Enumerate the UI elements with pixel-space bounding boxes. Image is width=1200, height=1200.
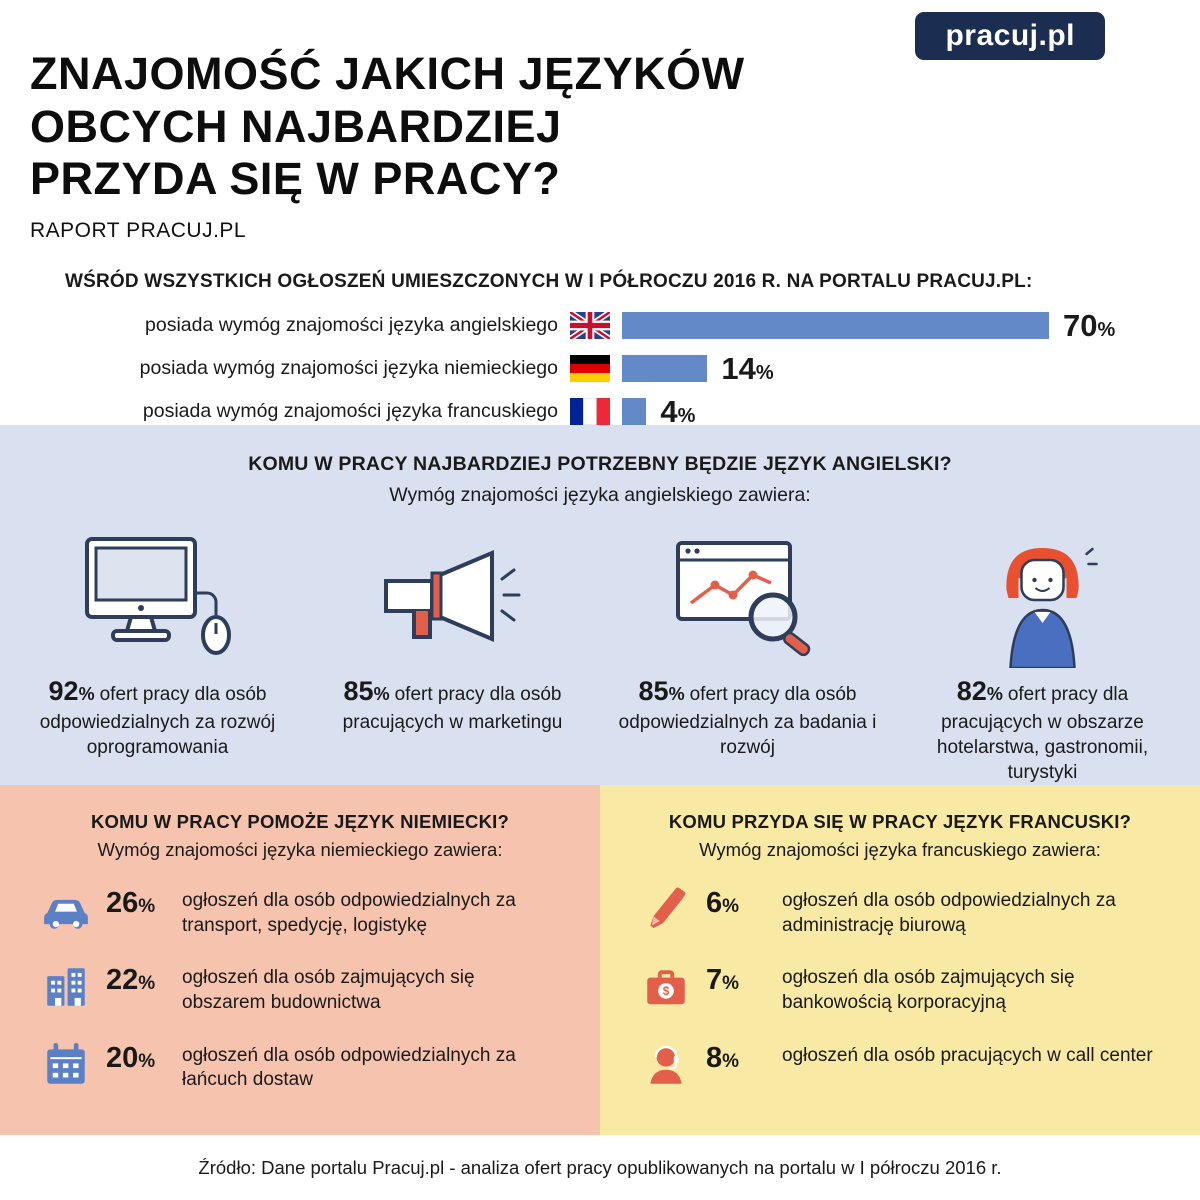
bar-value-english: 70% [1063,307,1116,343]
english-items-grid: 92% ofert pracy dla osób odpowiedzialnych… [10,525,1190,785]
french-item-text: ogłoszeń dla osób zajmujących się bankow… [782,967,1075,1014]
german-item-construction: 22% ogłoszeń dla osób zajmujących się ob… [38,962,562,1015]
pracuj-logo: pracuj.pl [915,12,1105,60]
france-flag-icon [570,398,610,426]
french-item-text: ogłoszeń dla osób pracujących w call cen… [782,1044,1153,1066]
bar-label-french: posiada wymóg znajomości języka francusk… [142,400,558,423]
computer-icon [83,525,233,670]
german-item-transport: 26% ogłoszeń dla osób odpowiedzialnych z… [38,885,562,938]
german-item-supply-chain: 20% ogłoszeń dla osób odpowiedzialnych z… [38,1040,562,1093]
page-title: ZNAJOMOŚĆ JAKICH JĘZYKÓW OBCYCH NAJBARDZ… [30,48,1170,206]
french-item-call-center: 8% ogłoszeń dla osób pracujących w call … [638,1040,1162,1090]
french-item-banking: $ 7% ogłoszeń dla osób zajmujących się b… [638,962,1162,1015]
english-item-marketing: 85% ofert pracy dla osób pracujących w ma… [305,525,600,785]
building-icon [38,962,94,1012]
english-item-software: 92% ofert pracy dla osób odpowiedzialnych… [10,525,305,785]
german-heading: KOMU W PRACY POMOŻE JĘZYK NIEMIECKI? [91,811,509,832]
german-item-text: ogłoszeń dla osób zajmujących się obszar… [182,967,475,1014]
french-subheading: Wymóg znajomości języka francuskiego zaw… [699,839,1101,860]
french-item-text: ogłoszeń dla osób odpowiedzialnych za ad… [782,890,1116,936]
chart-row-german: posiada wymóg znajomości języka niemieck… [30,350,1170,386]
hospitality-woman-icon [980,525,1105,670]
language-bar-chart: WŚRÓD WSZYSTKICH OGŁOSZEŃ UMIESZCZONYCH … [30,271,1170,429]
bar-label-english: posiada wymóg znajomości języka angielsk… [145,314,558,337]
svg-text:$: $ [663,986,670,999]
german-subheading: Wymóg znajomości języka niemieckiego zaw… [97,839,503,860]
footer: Źródło: Dane portalu Pracuj.pl - analiza… [0,1135,1200,1200]
chart-magnifier-icon [673,525,823,670]
english-item-text: 82% ofert pracy dla pracujących w obszarz… [936,676,1149,783]
english-heading: KOMU W PRACY NAJBARDZIEJ POTRZEBNY BĘDZI… [248,453,952,475]
bar-value-german: 14% [721,350,774,386]
french-item-percent: 6% [706,887,740,919]
chart-rows: posiada wymóg znajomości języka angielsk… [30,307,1170,429]
french-item-percent: 8% [706,1041,740,1074]
source-note: Źródło: Dane portalu Pracuj.pl - analiza… [198,1156,1002,1178]
english-subheading: Wymóg znajomości języka angielskiego zaw… [389,484,811,506]
english-item-text: 85% ofert pracy dla osób odpowiedzialnych… [618,676,877,758]
calendar-icon [38,1040,94,1090]
german-item-text: ogłoszeń dla osób odpowiedzialnych za ła… [182,1044,516,1091]
megaphone-icon [378,525,528,670]
german-section: KOMU W PRACY POMOŻE JĘZYK NIEMIECKI? Wym… [0,785,600,1135]
call-center-icon [638,1040,694,1090]
report-subtitle: RAPORT PRACUJ.PL [30,218,247,242]
english-item-hospitality: 82% ofert pracy dla pracujących w obszarz… [895,525,1190,785]
bar-french [622,398,647,426]
header-section: pracuj.pl ZNAJOMOŚĆ JAKICH JĘZYKÓW OBCYC… [0,0,1200,429]
bottom-row: KOMU W PRACY POMOŻE JĘZYK NIEMIECKI? Wym… [0,785,1200,1135]
title-line-3: PRZYDA SIĘ W PRACY? [30,153,561,205]
title-line-1: ZNAJOMOŚĆ JAKICH JĘZYKÓW [30,48,745,99]
german-item-text: ogłoszeń dla osób odpowiedzialnych za tr… [182,890,516,936]
uk-flag-icon [570,312,610,340]
english-section: KOMU W PRACY NAJBARDZIEJ POTRZEBNY BĘDZI… [0,425,1200,785]
title-line-2: OBCYCH NAJBARDZIEJ [30,100,562,152]
briefcase-dollar-icon: $ [638,962,694,1012]
bar-english [622,312,1049,340]
car-icon [38,885,94,935]
french-item-percent: 7% [706,964,740,997]
english-item-research: 85% ofert pracy dla osób odpowiedzialnych… [600,525,895,785]
english-item-text: 85% ofert pracy dla osób pracujących w ma… [342,676,563,733]
bar-german [622,355,708,383]
germany-flag-icon [570,355,610,383]
french-section: KOMU PRZYDA SIĘ W PRACY JĘZYK FRANCUSKI?… [600,785,1200,1135]
bar-label-german: posiada wymóg znajomości języka niemieck… [139,357,558,380]
bar-value-french: 4% [660,393,696,429]
chart-title: WŚRÓD WSZYSTKICH OGŁOSZEŃ UMIESZCZONYCH … [65,270,1033,292]
pencil-icon [638,885,694,935]
french-heading: KOMU PRZYDA SIĘ W PRACY JĘZYK FRANCUSKI? [668,811,1132,832]
english-item-text: 92% ofert pracy dla osób odpowiedzialnych… [39,676,276,758]
german-item-percent: 22% [106,964,156,997]
french-item-administration: 6% ogłoszeń dla osób odpowiedzialnych za… [638,885,1162,938]
chart-row-english: posiada wymóg znajomości języka angielsk… [30,307,1170,343]
chart-row-french: posiada wymóg znajomości języka francusk… [30,393,1170,429]
german-item-percent: 20% [106,1041,156,1074]
german-item-percent: 26% [106,887,156,919]
